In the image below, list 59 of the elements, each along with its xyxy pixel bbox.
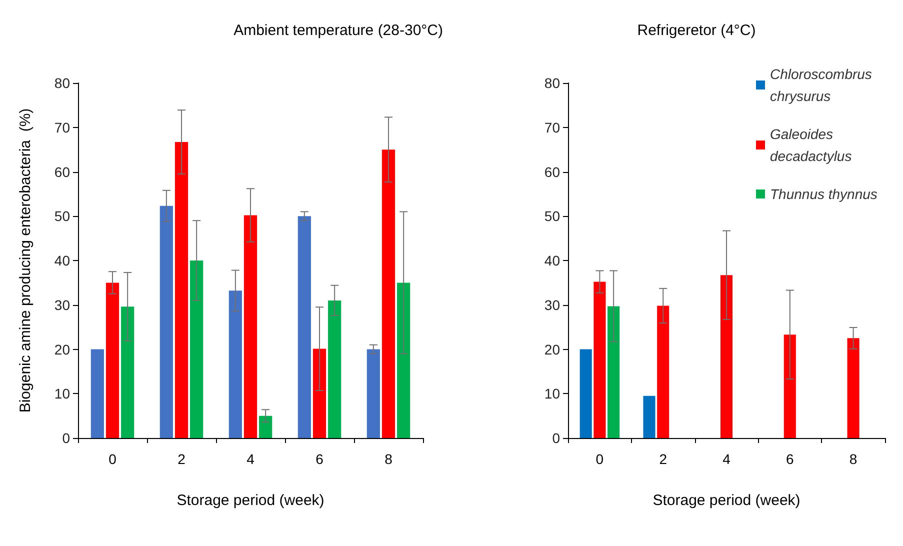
bar [594,282,606,438]
x-tick-label: 8 [384,451,393,467]
y-axis-title: Biogenic amine producing enterobacteria (%) [17,108,34,413]
y-tick-label: 30 [544,296,560,313]
y-tick-label: 0 [552,430,560,446]
bar [784,334,796,438]
bar [90,349,104,438]
chart-title: Refrigeretor (4°C) [637,22,756,39]
bar [657,306,670,438]
chart-title: Ambient temperature (28-30°C) [234,22,444,39]
x-axis-title: Storage period (week) [652,492,800,509]
x-tick-label: 4 [722,451,731,467]
y-tick-label: 60 [544,164,560,180]
bar [312,348,326,438]
y-tick-label: 0 [62,430,70,446]
bar [244,215,258,438]
bar [720,275,733,438]
x-tick-label: 2 [659,451,668,467]
x-tick-label: 8 [849,451,858,467]
bar [298,216,311,438]
bar [397,282,410,438]
bar [174,142,188,438]
y-tick-label: 70 [544,119,560,136]
bar [328,300,342,438]
bar [382,150,396,438]
x-tick-label: 0 [596,451,604,467]
x-tick-label: 6 [316,451,324,467]
bar [643,396,656,438]
legend-label: Thunnus thynnus [770,186,878,202]
y-tick-label: 80 [54,75,70,91]
bar [847,338,860,438]
bar [259,416,272,438]
y-tick-label: 50 [54,208,70,224]
y-tick-label: 50 [544,208,560,224]
y-tick-label: 80 [544,75,560,91]
x-tick-label: 2 [178,451,186,467]
bar [366,349,380,438]
legend-label: Galeoides decadactylus [770,126,852,164]
bar [121,306,134,438]
bar [190,260,204,438]
bar [160,206,173,438]
y-tick-label: 10 [54,386,70,402]
y-tick-label: 70 [54,119,70,136]
y-tick-label: 40 [544,252,560,268]
y-tick-label: 30 [54,296,70,313]
x-axis-title: Storage period (week) [176,492,324,509]
legend-label: Chloroscombrus chrysurus [770,66,876,104]
bar [580,349,592,438]
y-tick-label: 20 [544,341,560,358]
bar [228,290,242,438]
y-tick-label: 10 [544,386,560,402]
x-tick-label: 4 [246,451,255,467]
x-tick-label: 6 [786,451,794,467]
x-tick-label: 0 [108,451,117,467]
y-tick-label: 40 [54,252,70,268]
y-tick-label: 60 [54,164,70,180]
bar [106,282,120,438]
bar [608,306,620,438]
y-tick-label: 20 [54,341,70,358]
